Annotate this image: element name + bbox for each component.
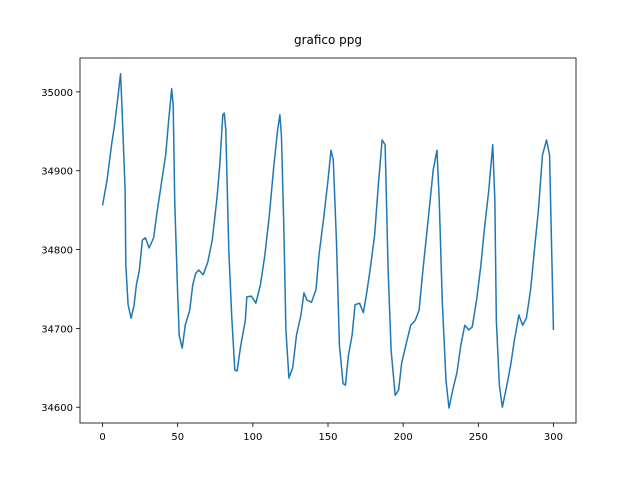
plot-area [101, 73, 555, 409]
y-tick-label: 34800 [41, 246, 73, 257]
y-tick-label: 34900 [41, 167, 73, 178]
y-tick-label: 35000 [41, 88, 73, 99]
y-tick-label: 34700 [41, 324, 73, 335]
chart-title: grafico ppg [294, 33, 362, 47]
x-tick-label: 250 [469, 432, 488, 443]
x-tick-label: 100 [243, 432, 262, 443]
x-tick-label: 0 [99, 432, 105, 443]
x-tick-label: 150 [318, 432, 337, 443]
x-tick-label: 300 [544, 432, 563, 443]
data-line [101, 73, 555, 409]
y-tick-label: 34600 [41, 403, 73, 414]
x-tick-label: 200 [394, 432, 413, 443]
x-tick-label: 50 [171, 432, 184, 443]
